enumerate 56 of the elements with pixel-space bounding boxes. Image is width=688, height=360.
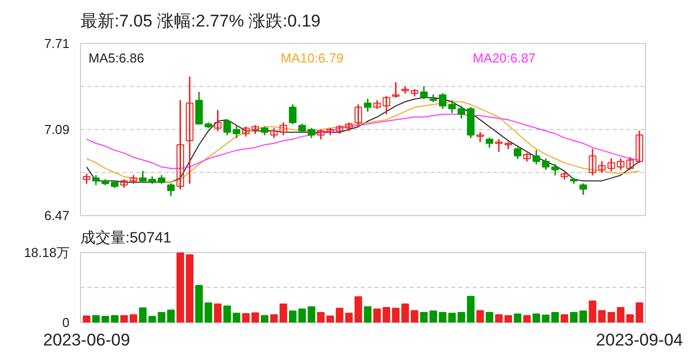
bar	[486, 312, 494, 322]
bar	[523, 315, 531, 322]
bar	[466, 296, 475, 322]
bar	[514, 314, 522, 322]
bar	[110, 315, 118, 322]
bar	[251, 312, 260, 322]
candlestick	[354, 104, 362, 126]
candlestick	[392, 82, 400, 98]
x-tick-label: 2023-09-04	[596, 330, 683, 350]
bar	[532, 314, 540, 322]
candlestick	[410, 89, 418, 96]
bar	[401, 304, 409, 322]
bar	[92, 315, 100, 322]
candlestick	[214, 110, 222, 132]
bar	[288, 310, 297, 322]
candlestick	[523, 152, 531, 162]
bar	[410, 310, 418, 322]
bar	[429, 310, 438, 322]
bar	[242, 313, 250, 322]
bar	[476, 310, 484, 322]
bar	[495, 314, 503, 322]
bar	[176, 252, 184, 322]
bar	[616, 306, 624, 322]
x-tick-label: 2023-06-09	[43, 330, 130, 350]
text: MA20:6.87	[472, 50, 536, 66]
bar	[364, 306, 372, 322]
y-tick-label: 6.47	[44, 208, 70, 223]
bar	[326, 315, 334, 322]
candlestick	[186, 76, 194, 184]
bar	[608, 312, 616, 322]
text: MA10:6.79	[280, 50, 344, 66]
bar	[186, 254, 194, 322]
bar	[420, 312, 428, 322]
bar	[570, 312, 578, 322]
bar	[504, 315, 512, 322]
y-tick-label: 18.18万	[24, 245, 70, 260]
bar	[551, 312, 559, 322]
bar	[82, 315, 90, 322]
chart-title: 最新:7.05 涨幅:2.77% 涨跌:0.19	[80, 12, 320, 30]
bar	[102, 316, 110, 322]
bar	[354, 296, 362, 322]
chart-title: 成交量:50741	[80, 230, 172, 246]
bar	[392, 308, 400, 322]
bar	[560, 314, 568, 322]
y-tick-label: 7.09	[44, 122, 70, 137]
bar	[148, 316, 156, 322]
bar	[139, 307, 147, 322]
bar	[317, 312, 325, 322]
y-tick-label: 7.71	[44, 36, 70, 51]
bar	[214, 304, 222, 322]
text: MA5:6.86	[88, 50, 144, 66]
bar	[260, 315, 268, 322]
candlestick	[176, 100, 184, 190]
y-tick-label: 0	[62, 315, 70, 330]
bar	[579, 310, 587, 322]
bar	[542, 314, 550, 322]
